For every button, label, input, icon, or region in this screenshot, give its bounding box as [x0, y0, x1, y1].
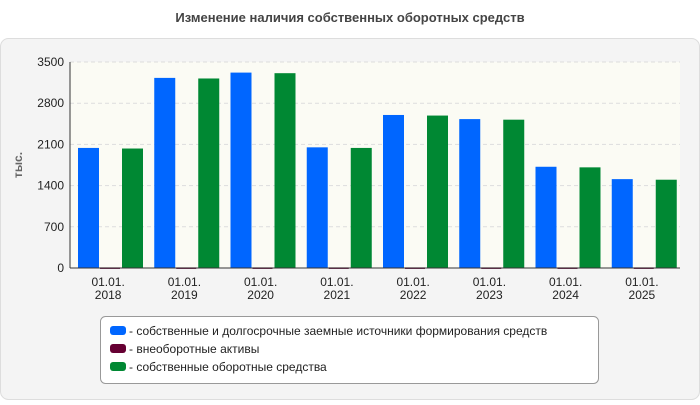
- bar: [503, 119, 525, 269]
- x-tick-label: 2023: [476, 288, 503, 302]
- bar: [306, 147, 328, 268]
- y-tick-label: 700: [44, 220, 64, 234]
- bar: [154, 77, 176, 269]
- bar: [350, 147, 372, 268]
- bar: [230, 72, 252, 268]
- legend-swatch: [110, 326, 126, 335]
- x-tick-label: 01.01.: [396, 275, 429, 289]
- legend-label: - внеоборотные активы: [129, 342, 259, 356]
- y-tick-label: 2800: [37, 96, 64, 110]
- x-tick-label: 2021: [324, 288, 351, 302]
- bar: [78, 147, 99, 268]
- x-tick-label: 2018: [95, 288, 122, 302]
- x-tick-label: 01.01.: [168, 275, 201, 289]
- legend-label: - собственные оборотные средства: [129, 360, 327, 374]
- x-tick-label: 01.01.: [244, 275, 277, 289]
- legend-label: - собственные и долгосрочные заемные ист…: [129, 324, 547, 338]
- x-tick-label: 2022: [400, 288, 427, 302]
- y-tick-label: 0: [57, 261, 64, 275]
- x-tick-label: 01.01.: [625, 275, 658, 289]
- legend: [100, 316, 599, 384]
- x-tick-label: 01.01.: [320, 275, 353, 289]
- legend-swatch: [110, 344, 126, 353]
- y-tick-label: 1400: [37, 179, 64, 193]
- bar: [535, 166, 557, 268]
- bar: [579, 167, 601, 268]
- x-tick-label: 01.01.: [549, 275, 582, 289]
- x-tick-label: 2020: [247, 288, 274, 302]
- bar: [611, 179, 633, 268]
- y-tick-label: 2100: [37, 137, 64, 151]
- bar: [274, 73, 296, 268]
- y-axis-label: тыс.: [11, 152, 25, 178]
- bar: [459, 119, 481, 268]
- bar: [383, 114, 404, 268]
- chart-title: Изменение наличия собственных оборотных …: [175, 10, 524, 25]
- bar: [198, 78, 220, 268]
- bar: [427, 115, 448, 268]
- bar: [655, 179, 677, 268]
- bar: [122, 148, 143, 268]
- x-tick-label: 2025: [629, 288, 656, 302]
- y-tick-label: 3500: [37, 55, 64, 69]
- x-tick-label: 2019: [171, 288, 198, 302]
- x-tick-label: 01.01.: [91, 275, 124, 289]
- x-tick-label: 2024: [552, 288, 579, 302]
- legend-swatch: [110, 362, 126, 371]
- x-tick-label: 01.01.: [473, 275, 506, 289]
